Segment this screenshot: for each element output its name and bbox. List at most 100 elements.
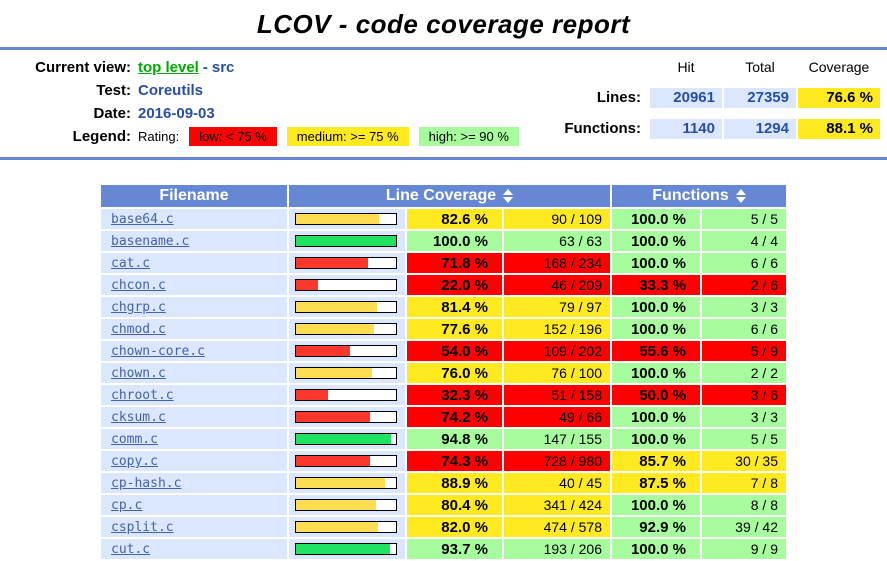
file-link[interactable]: cp.c (111, 498, 143, 513)
coverage-bar-fill (296, 544, 390, 554)
file-link[interactable]: chown.c (111, 366, 166, 381)
file-link[interactable]: chcon.c (111, 278, 166, 293)
coverage-bar (295, 433, 397, 445)
report-header: Current view: top level - src Test: Coreut… (0, 50, 887, 157)
file-link[interactable]: copy.c (111, 454, 158, 469)
line-coverage-percent: 82.6 % (407, 209, 502, 229)
table-row: cat.c 71.8 % 168 / 234 100.0 % 6 / 6 (101, 253, 786, 273)
function-coverage-percent: 100.0 % (612, 209, 700, 229)
filename-cell: cp-hash.c (101, 473, 287, 493)
coverage-bar-cell (289, 517, 405, 537)
function-coverage-percent: 87.5 % (612, 473, 700, 493)
coverage-bar-fill (296, 390, 329, 400)
function-coverage-ratio: 6 / 6 (702, 319, 786, 339)
coverage-bar (295, 279, 397, 291)
filename-cell: chroot.c (101, 385, 287, 405)
file-link[interactable]: comm.c (111, 432, 158, 447)
line-coverage-ratio: 63 / 63 (504, 231, 610, 251)
line-coverage-ratio: 474 / 578 (504, 517, 610, 537)
file-link[interactable]: chroot.c (111, 388, 174, 403)
column-header-functions[interactable]: Functions (612, 185, 786, 207)
coverage-bar-cell (289, 451, 405, 471)
function-coverage-ratio: 3 / 3 (702, 407, 786, 427)
table-row: chroot.c 32.3 % 51 / 158 50.0 % 3 / 6 (101, 385, 786, 405)
current-view-value: top level - src (138, 59, 234, 76)
line-coverage-ratio: 152 / 196 (504, 319, 610, 339)
coverage-table-header-row: Filename Line Coverage Functions (101, 185, 786, 207)
line-coverage-percent: 82.0 % (407, 517, 502, 537)
coverage-bar-fill (296, 434, 391, 444)
line-coverage-percent: 54.0 % (407, 341, 502, 361)
coverage-bar (295, 499, 397, 511)
table-row: cp.c 80.4 % 341 / 424 100.0 % 8 / 8 (101, 495, 786, 515)
file-link[interactable]: cat.c (111, 256, 151, 271)
coverage-bar-cell (289, 429, 405, 449)
function-coverage-percent: 100.0 % (612, 319, 700, 339)
sort-up-arrow-icon (503, 188, 514, 195)
file-link[interactable]: csplit.c (111, 520, 174, 535)
file-link[interactable]: chmod.c (111, 322, 166, 337)
table-row: chgrp.c 81.4 % 79 / 97 100.0 % 3 / 3 (101, 297, 786, 317)
coverage-bar-fill (296, 258, 368, 268)
function-coverage-ratio: 2 / 2 (702, 363, 786, 383)
lines-hit: 20961 (650, 88, 722, 108)
legend-items: Rating: low: < 75 % medium: >= 75 % high… (138, 127, 519, 146)
file-link[interactable]: cp-hash.c (111, 476, 182, 491)
filename-cell: chown-core.c (101, 341, 287, 361)
coverage-bar-cell (289, 209, 405, 229)
line-coverage-percent: 77.6 % (407, 319, 502, 339)
coverage-bar-fill (296, 456, 371, 466)
filename-cell: copy.c (101, 451, 287, 471)
breadcrumb-separator: - (202, 59, 208, 76)
column-header-line-coverage[interactable]: Line Coverage (289, 185, 610, 207)
line-coverage-ratio: 341 / 424 (504, 495, 610, 515)
line-coverage-ratio: 40 / 45 (504, 473, 610, 493)
table-row: cut.c 93.7 % 193 / 206 100.0 % 9 / 9 (101, 539, 786, 559)
lines-label: Lines: (596, 89, 641, 106)
coverage-bar-fill (296, 522, 378, 532)
coverage-bar-fill (296, 346, 350, 356)
function-coverage-ratio: 8 / 8 (702, 495, 786, 515)
table-row: csplit.c 82.0 % 474 / 578 92.9 % 39 / 42 (101, 517, 786, 537)
file-link[interactable]: chown-core.c (111, 344, 205, 359)
report-info: Current view: top level - src Test: Coreut… (8, 56, 519, 148)
filename-cell: base64.c (101, 209, 287, 229)
coverage-bar-cell (289, 495, 405, 515)
sort-icon[interactable] (503, 188, 514, 203)
lines-total: 27359 (724, 88, 796, 108)
line-coverage-percent: 71.8 % (407, 253, 502, 273)
filename-cell: basename.c (101, 231, 287, 251)
sort-icon[interactable] (735, 188, 746, 203)
functions-header-label: Functions (652, 187, 729, 204)
coverage-bar-cell (289, 341, 405, 361)
legend-low-badge: low: < 75 % (189, 127, 277, 146)
summary-corner (564, 57, 648, 77)
file-link[interactable]: cut.c (111, 542, 151, 557)
function-coverage-ratio: 3 / 6 (702, 385, 786, 405)
top-rule (0, 47, 887, 50)
file-link[interactable]: base64.c (111, 212, 174, 227)
function-coverage-percent: 100.0 % (612, 297, 700, 317)
table-row: chmod.c 77.6 % 152 / 196 100.0 % 6 / 6 (101, 319, 786, 339)
coverage-bar-cell (289, 275, 405, 295)
function-coverage-ratio: 2 / 6 (702, 275, 786, 295)
top-level-link[interactable]: top level (138, 59, 199, 76)
file-link[interactable]: cksum.c (111, 410, 166, 425)
functions-total: 1294 (724, 119, 796, 139)
column-header-filename[interactable]: Filename (101, 185, 287, 207)
table-row: base64.c 82.6 % 90 / 109 100.0 % 5 / 5 (101, 209, 786, 229)
function-coverage-percent: 55.6 % (612, 341, 700, 361)
summary-col-hit: Hit (677, 59, 695, 75)
file-link[interactable]: chgrp.c (111, 300, 166, 315)
function-coverage-ratio: 5 / 9 (702, 341, 786, 361)
file-link[interactable]: basename.c (111, 234, 190, 249)
filename-cell: chown.c (101, 363, 287, 383)
filename-cell: cp.c (101, 495, 287, 515)
coverage-bar-fill (296, 324, 374, 334)
functions-label: Functions: (564, 120, 641, 137)
line-coverage-ratio: 193 / 206 (504, 539, 610, 559)
coverage-table-body: base64.c 82.6 % 90 / 109 100.0 % 5 / 5 basena… (101, 209, 786, 559)
line-coverage-ratio: 728 / 980 (504, 451, 610, 471)
line-coverage-header-label: Line Coverage (385, 187, 497, 204)
function-coverage-ratio: 7 / 8 (702, 473, 786, 493)
